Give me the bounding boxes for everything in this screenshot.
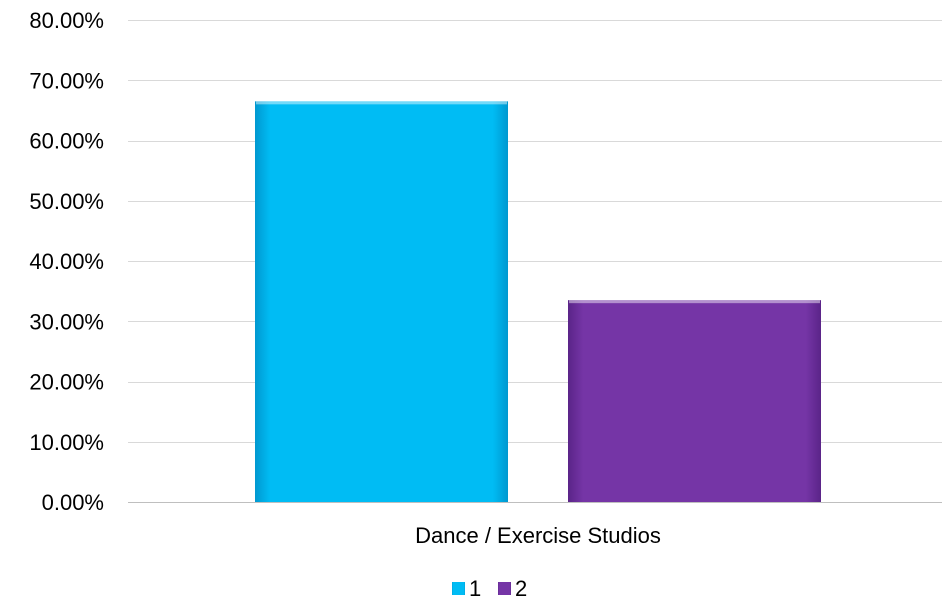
- y-tick-label: 30.00%: [29, 309, 104, 334]
- x-category-label: Dance / Exercise Studios: [415, 523, 661, 548]
- y-tick-label: 40.00%: [29, 249, 104, 274]
- y-tick-label: 10.00%: [29, 430, 104, 455]
- legend-item-1: 1: [452, 576, 481, 601]
- bar-body: [568, 300, 821, 502]
- legend-label: 1: [469, 576, 481, 601]
- bar-series-1: [255, 101, 508, 503]
- x-axis-categories: Dance / Exercise Studios: [415, 523, 661, 548]
- y-tick-label: 60.00%: [29, 129, 104, 154]
- bar-body: [255, 101, 508, 503]
- legend-swatch: [498, 582, 511, 595]
- legend-item-2: 2: [498, 576, 527, 601]
- y-tick-label: 70.00%: [29, 68, 104, 93]
- y-tick-label: 20.00%: [29, 370, 104, 395]
- bar-highlight: [569, 300, 820, 304]
- legend-label: 2: [515, 576, 527, 601]
- y-tick-label: 0.00%: [42, 490, 104, 515]
- bars: [255, 101, 821, 503]
- bar-series-2: [568, 300, 821, 502]
- y-tick-label: 50.00%: [29, 189, 104, 214]
- y-tick-label: 80.00%: [29, 8, 104, 33]
- y-axis-ticks: 0.00% 10.00% 20.00% 30.00% 40.00% 50.00% 60.00…: [29, 8, 104, 515]
- legend-swatch: [452, 582, 465, 595]
- bar-highlight: [256, 101, 507, 105]
